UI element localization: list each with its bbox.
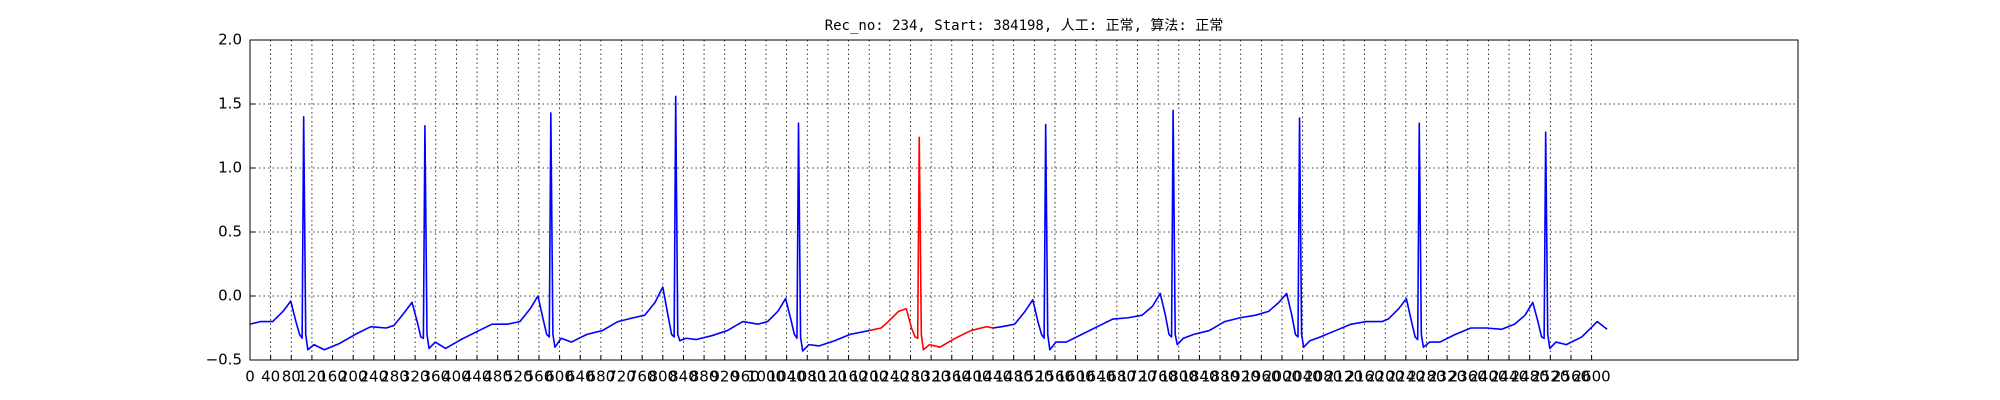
- x-tick-label: 760: [628, 368, 657, 386]
- x-tick-label: 1320: [912, 368, 950, 386]
- ecg-line: [249, 95, 1608, 352]
- x-tick-label: 1400: [953, 368, 991, 386]
- x-tick-label: 2120: [1325, 368, 1363, 386]
- x-tick-label: 560: [525, 368, 554, 386]
- y-tick-label: 1.0: [218, 159, 242, 177]
- x-tick-label: 2000: [1263, 368, 1301, 386]
- axes-frame: [249, 39, 1799, 361]
- x-tick-label: 160: [318, 368, 347, 386]
- x-tick-label: 400: [442, 368, 471, 386]
- x-tick-label: 520: [504, 368, 533, 386]
- x-tick-label: 1480: [995, 368, 1033, 386]
- x-tick-label: 2560: [1552, 368, 1590, 386]
- x-tick-label: 2240: [1387, 368, 1425, 386]
- x-tick-label: 1080: [788, 368, 826, 386]
- y-tick-label: 0.0: [218, 287, 242, 305]
- x-tick-label: 600: [545, 368, 574, 386]
- y-tick-label: 1.5: [218, 95, 242, 113]
- x-tick-label: 280: [380, 368, 409, 386]
- x-tick-label: 720: [607, 368, 636, 386]
- x-tick-label: 1040: [768, 368, 806, 386]
- x-tick-label: 640: [566, 368, 595, 386]
- x-tick-label: 1120: [809, 368, 847, 386]
- x-tick-label: 0: [245, 368, 255, 386]
- x-tick-label: 2320: [1428, 368, 1466, 386]
- x-tick-label: 360: [421, 368, 450, 386]
- y-tick-label: 0.5: [218, 223, 242, 241]
- x-tick-label: 920: [710, 368, 739, 386]
- x-tick-label: 1920: [1222, 368, 1260, 386]
- x-tick-label: 1000: [747, 368, 785, 386]
- x-tick-label: 1600: [1057, 368, 1095, 386]
- x-tick-label: 880: [690, 368, 719, 386]
- x-tick-label: 2080: [1304, 368, 1342, 386]
- x-tick-label: 2480: [1511, 368, 1549, 386]
- plot-area: [249, 95, 1608, 352]
- x-tick-label: 2520: [1531, 368, 1569, 386]
- x-tick-label: 2160: [1345, 368, 1383, 386]
- x-tick-label: 1760: [1139, 368, 1177, 386]
- x-tick-label: 680: [587, 368, 616, 386]
- x-tick-label: 1520: [1015, 368, 1053, 386]
- x-tick-label: 40: [261, 368, 280, 386]
- x-tick-label: 1880: [1201, 368, 1239, 386]
- x-tick-label: 840: [669, 368, 698, 386]
- x-tick-label: 240: [360, 368, 389, 386]
- x-tick-label: 1840: [1180, 368, 1218, 386]
- x-tick-label: 80: [282, 368, 301, 386]
- x-tick-label: 120: [298, 368, 327, 386]
- x-tick-label: 960: [731, 368, 760, 386]
- x-tick-label: 2040: [1284, 368, 1322, 386]
- x-tick-label: 2200: [1366, 368, 1404, 386]
- x-tick-label: 1200: [850, 368, 888, 386]
- x-tick-label: 2280: [1407, 368, 1445, 386]
- x-tick-label: 800: [648, 368, 677, 386]
- x-tick-label: 2400: [1469, 368, 1507, 386]
- chart-title: Rec_no: 234, Start: 384198, 人工: 正常, 算法: …: [825, 18, 1224, 34]
- x-tick-label: 1280: [891, 368, 929, 386]
- x-tick-label: 1720: [1118, 368, 1156, 386]
- x-tick-label: 1640: [1077, 368, 1115, 386]
- y-tick-label: 2.0: [218, 31, 242, 49]
- x-tick-label: 320: [401, 368, 430, 386]
- x-tick-label: 2440: [1490, 368, 1528, 386]
- x-tick-label: 1240: [871, 368, 909, 386]
- x-tick-label: 1160: [829, 368, 867, 386]
- x-tick-label: 1800: [1160, 368, 1198, 386]
- x-tick-label: 440: [463, 368, 492, 386]
- x-tick-label: 1360: [933, 368, 971, 386]
- ecg-line: [869, 136, 994, 351]
- x-tick-label: 2600: [1573, 368, 1611, 386]
- x-tick-label: 1560: [1036, 368, 1074, 386]
- y-tick-label: −0.5: [206, 351, 242, 369]
- x-tick-label: 1440: [974, 368, 1012, 386]
- x-tick-label: 1680: [1098, 368, 1136, 386]
- tick-labels: −0.50.00.51.01.52.00 40 801201602002402803…: [206, 31, 1611, 386]
- x-tick-label: 2360: [1449, 368, 1487, 386]
- x-tick-label: 480: [483, 368, 512, 386]
- x-tick-label: 1960: [1242, 368, 1280, 386]
- x-tick-label: 200: [339, 368, 368, 386]
